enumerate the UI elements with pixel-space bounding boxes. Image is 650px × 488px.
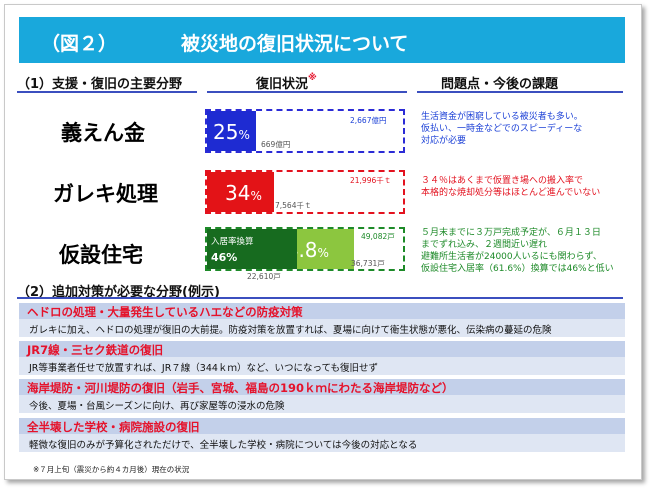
extra-heading: 海岸堤防・河川堤防の復旧（岩手、宮城、福島の190ｋｍにわたる海岸堤防など） [27,381,454,395]
extra-heading-bar: ヘドロの処理・大量発生しているハエなどの防疫対策 [19,303,625,319]
category-donations: 義えん金 [61,121,145,145]
header-status: 復旧状況※ [256,73,317,92]
issue-line: 仮設住宅入居率（61.6%）換算では46%と低い [421,264,614,274]
issue-line: 対応が必要 [421,136,467,146]
target-debris: 21,996千ｔ [350,176,392,185]
status-target-frame-housing [205,227,405,271]
page-title: 被災地の復旧状況について [181,33,409,55]
issue-line: 仮払い、一時金などでのスピーディーな [421,124,583,134]
percent-sign-debris: % [250,189,262,203]
figure-number: （図２） [41,33,118,55]
status-target-frame-debris [205,170,405,214]
header-extra-measures: （2）追加対策が必要な分野(例示) [17,285,220,300]
issues-donations: 生活資金が困窮している被災者も多い。 仮払い、一時金などでのスピーディーな 対応が必… [421,111,583,147]
done-donations: 669億円 [261,140,291,149]
header-underline-status [207,91,407,93]
issue-line: 本格的な焼却処分等はほとんど進んでいない [421,188,601,198]
issue-line: 避難所生活者が24000人いるにも関わらず、 [421,252,602,262]
extra-heading-bar: 海岸堤防・河川堤防の復旧（岩手、宮城、福島の190ｋｍにわたる海岸堤防など） [19,379,625,395]
header-issues: 問題点・今後の課題 [441,77,559,92]
issue-line: ３４％はあくまで仮置き場への搬入率で [421,176,584,186]
extra-heading: 全半壊した学校・病院施設の復旧 [27,420,200,434]
header-areas: （1）支援・復旧の主要分野 [17,77,183,92]
issue-line: までずれ込み、２週間近い遅れ [421,240,548,250]
issues-debris: ３４％はあくまで仮置き場への搬入率で本格的な焼却処分等はほとんど進んでいない [421,175,600,199]
extra-item-sludge: ヘドロの処理・大量発生しているハエなどの防疫対策 ガレキに加え、ヘドロの処理が復… [19,303,625,337]
target-donations: 2,667億円 [350,116,387,125]
target-housing: 49,082戸 [361,232,395,241]
header-status-mark: ※ [308,73,317,83]
done-housing: 36,731戸 [351,259,385,268]
percent-donations: 25 [213,120,239,144]
category-temporary-housing: 仮設住宅 [59,243,143,267]
extra-body: JR等事業者任せで放置すれば、JR７線（344ｋｍ）など、いつになっても復旧せず [29,363,379,374]
issues-housing: ５月末までに３万戸完成予定が、６月１３日 までずれ込み、２週間近い遅れ避難所生活者… [421,227,614,275]
header-status-label: 復旧状況 [256,77,309,92]
status-bar-debris: 34% [207,172,274,212]
status-target-frame-donations [205,109,405,153]
extra-item-railway: JR7線・三セク鉄道の復旧 JR等事業者任せで放置すれば、JR７線（344ｋｍ）… [19,341,625,375]
done-debris: 7,564千ｔ [275,201,312,210]
title-bar: （図２） 被災地の復旧状況について [19,17,625,63]
extra-item-levees: 海岸堤防・河川堤防の復旧（岩手、宮城、福島の190ｋｍにわたる海岸堤防など） 今… [19,379,625,413]
extra-heading-bar: JR7線・三セク鉄道の復旧 [19,341,625,357]
percent-sign-housing: % [317,246,329,260]
extra-body: ガレキに加え、ヘドロの処理が復旧の大前提。防疫対策を放置すれば、夏場に向けて衛生… [29,325,552,336]
extra-item-schools-hospitals: 全半壊した学校・病院施設の復旧 軽微な復旧のみが予算化されただけで、全半壊した学… [19,418,625,452]
category-debris: ガレキ処理 [53,182,158,206]
slide: （図２） 被災地の復旧状況について （1）支援・復旧の主要分野 復旧状況※ 問題… [4,4,642,480]
header-underline-extra [17,297,623,299]
footnote: ※７月上旬（震災から約４カ月後）現在の状況 [33,465,190,474]
percent-sign-donations: % [238,128,250,142]
extra-heading: ヘドロの処理・大量発生しているハエなどの防疫対策 [27,305,303,319]
extra-heading: JR7線・三セク鉄道の復旧 [27,343,164,357]
header-underline-areas [17,91,197,93]
occupancy-label: 入居率換算 [211,237,254,247]
header-underline-issues [417,91,623,93]
percent-debris: 34 [225,181,251,205]
extra-body: 今後、夏場・台風シーズンに向け、再び家屋等の浸水の危険 [29,401,285,412]
extra-heading-bar: 全半壊した学校・病院施設の復旧 [19,418,625,434]
extra-body: 軽微な復旧のみが予算化されただけで、全半壊した学校・病院については今後の対応とな… [29,440,418,451]
status-bar-donations: 25% [207,111,256,151]
issue-line: ５月末までに３万戸完成予定が、６月１３日 [421,228,601,238]
status-bar-housing-occupied: 入居率換算 46% [207,229,297,269]
occupied-housing: 22,610戸 [247,272,281,281]
occupancy-value: 46% [211,251,238,264]
issue-line: 生活資金が困窮している被災者も多い。 [421,112,583,122]
